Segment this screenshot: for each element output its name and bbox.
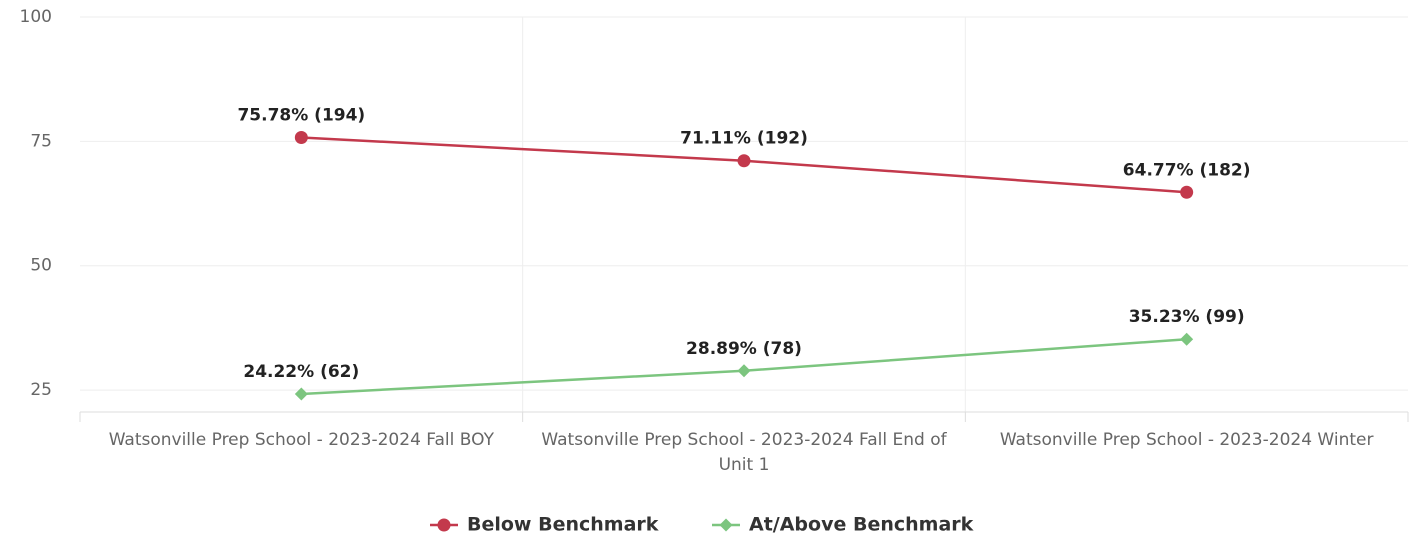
y-tick-label: 50 (30, 256, 52, 276)
legend-marker (437, 518, 451, 532)
y-tick-label: 75 (30, 131, 52, 151)
data-point (294, 387, 308, 401)
data-label: 71.11% (192) (680, 129, 808, 149)
legend-marker (719, 518, 733, 532)
data-point (737, 364, 751, 378)
data-point (294, 130, 308, 144)
x-tick-label: Watsonville Prep School - 2023-2024 Fall… (108, 430, 494, 450)
y-tick-label: 100 (20, 7, 52, 27)
data-label: 35.23% (99) (1129, 307, 1245, 327)
data-point (737, 154, 751, 168)
data-label: 64.77% (182) (1123, 160, 1251, 180)
x-tick-label: Watsonville Prep School - 2023-2024 Wint… (999, 430, 1374, 450)
y-tick-label: 25 (30, 380, 52, 400)
data-label: 24.22% (62) (243, 362, 359, 382)
legend-label: Below Benchmark (467, 514, 659, 536)
data-point (1180, 185, 1194, 199)
legend-label: At/Above Benchmark (749, 514, 974, 536)
x-tick-label: Watsonville Prep School - 2023-2024 Fall… (541, 430, 947, 475)
data-label: 75.78% (194) (237, 105, 365, 125)
data-label: 28.89% (78) (686, 339, 802, 359)
data-point (1180, 332, 1194, 346)
